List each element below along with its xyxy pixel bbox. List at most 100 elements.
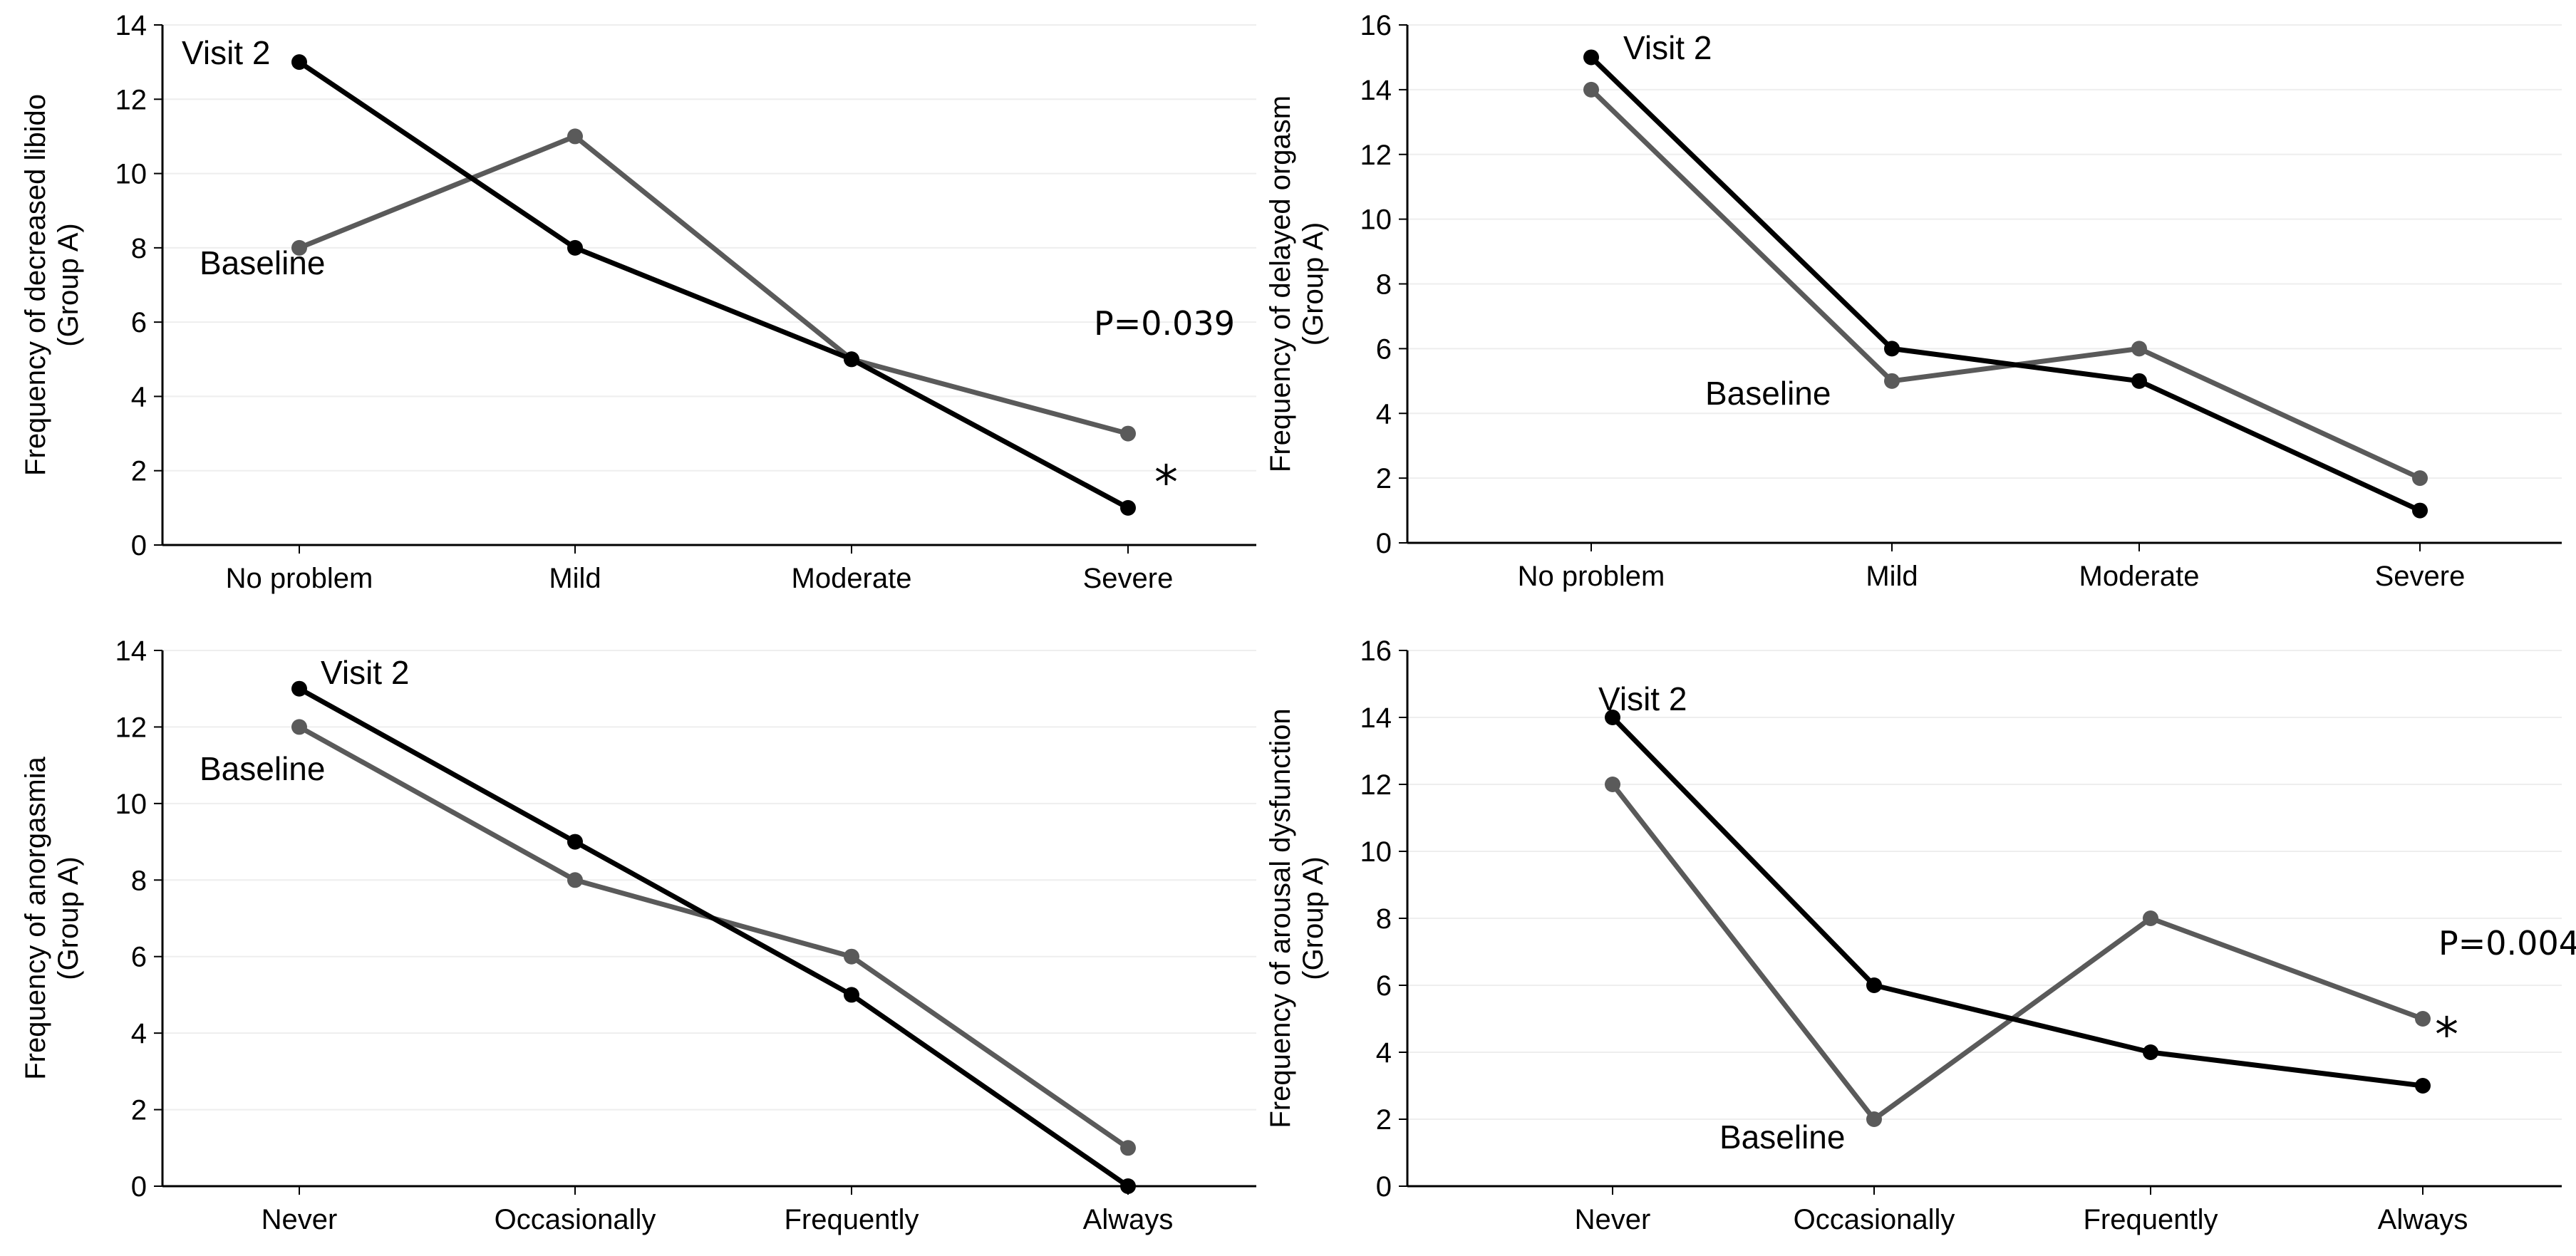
series-line-visit2 xyxy=(1588,54,2423,514)
x-tick-label: Occasionally xyxy=(495,1204,656,1235)
x-tick-label: Mild xyxy=(549,563,601,594)
x-tick-label: Moderate xyxy=(2079,561,2200,592)
series-label-baseline: Baseline xyxy=(1719,1119,1845,1156)
y-tick-label: 2 xyxy=(1376,1104,1392,1136)
y-axis-label-line: Frequency of delayed orgasm xyxy=(1265,95,1296,472)
y-tick-label: 8 xyxy=(131,233,147,264)
y-tick-label: 0 xyxy=(131,530,147,561)
y-tick-label: 0 xyxy=(131,1171,147,1203)
data-point-baseline xyxy=(844,948,859,965)
data-point-baseline xyxy=(2415,1011,2431,1027)
y-tick-label: 4 xyxy=(1376,398,1392,430)
chart-panel-arousal: 0 2 4 6 8 10 12 14 16 Never Occasionally Frequently… xyxy=(1265,635,2576,1235)
x-tick-label: Severe xyxy=(1083,563,1174,594)
data-point-visit2 xyxy=(1866,977,1882,993)
x-tick-label: Moderate xyxy=(792,563,912,594)
x-tick-label: Frequently xyxy=(2084,1204,2218,1235)
series-line-visit2 xyxy=(296,686,1131,1189)
y-tick-label: 8 xyxy=(1376,903,1392,935)
y-tick-label: 0 xyxy=(1376,1171,1392,1203)
y-axis-label-line: Frequency of anorgasmia xyxy=(20,756,51,1079)
series-label-visit2: Visit 2 xyxy=(1623,29,1712,66)
series-line-visit2 xyxy=(296,59,1131,511)
y-tick-label: 6 xyxy=(1376,970,1392,1002)
significance-marker: * xyxy=(2435,1007,2458,1062)
data-point-visit2 xyxy=(1884,341,1900,357)
data-point-baseline xyxy=(2131,341,2147,357)
data-point-visit2 xyxy=(291,680,307,697)
series-label-baseline: Baseline xyxy=(200,750,325,787)
series-label-baseline: Baseline xyxy=(200,244,325,281)
y-tick-label: 4 xyxy=(131,1018,147,1049)
y-axis-label: Frequency of arousal dysfunction(Group A… xyxy=(1265,708,1329,1128)
data-point-baseline xyxy=(1884,373,1900,389)
series-line-visit2 xyxy=(1610,715,2426,1089)
series-label-baseline: Baseline xyxy=(1705,375,1831,412)
data-point-visit2 xyxy=(1120,1178,1136,1194)
data-point-baseline xyxy=(1120,1140,1136,1156)
data-point-baseline xyxy=(567,872,583,888)
data-point-baseline xyxy=(567,128,583,145)
y-axis-label-line: Frequency of arousal dysfunction xyxy=(1265,708,1296,1128)
data-point-baseline xyxy=(291,719,307,735)
y-axis-label: Frequency of anorgasmia(Group A) xyxy=(20,756,84,1079)
data-point-visit2 xyxy=(567,834,583,850)
data-point-baseline xyxy=(291,239,307,256)
y-tick-label: 14 xyxy=(115,10,148,41)
y-axis-label-line: (Group A) xyxy=(53,856,84,980)
y-tick-label: 16 xyxy=(1360,10,1392,41)
data-point-baseline xyxy=(1866,1111,1882,1127)
x-tick-label: No problem xyxy=(1518,561,1665,592)
x-tick-label: Severe xyxy=(2375,561,2466,592)
x-tick-label: No problem xyxy=(226,563,373,594)
data-point-visit2 xyxy=(2412,502,2428,519)
chart-panel-anorgasmia: 0 2 4 6 8 10 12 14 Never Occasionally Frequently Al… xyxy=(20,635,1256,1235)
chart-panel-libido: 0 2 4 6 8 10 12 14 No problem Mild Moderate Severe F… xyxy=(20,10,1256,594)
y-axis-label-line: (Group A) xyxy=(1298,856,1329,980)
p-value-label: P=0.004 xyxy=(2438,924,2576,962)
y-axis-label: Frequency of decreased libido(Group A) xyxy=(20,94,84,476)
y-tick-label: 12 xyxy=(115,712,148,743)
p-value-label: P=0.039 xyxy=(1094,304,1235,343)
data-point-visit2 xyxy=(1583,49,1599,66)
x-tick-label: Frequently xyxy=(785,1204,919,1235)
series-line-baseline xyxy=(296,724,1131,1151)
y-axis-label-line: Frequency of decreased libido xyxy=(20,94,51,476)
series-label-visit2: Visit 2 xyxy=(182,34,270,71)
y-tick-label: 14 xyxy=(115,635,148,667)
data-point-baseline xyxy=(1120,425,1136,442)
x-tick-label: Occasionally xyxy=(1794,1204,1955,1235)
data-point-visit2 xyxy=(2415,1078,2431,1094)
y-tick-label: 6 xyxy=(131,942,147,973)
data-point-baseline xyxy=(1605,777,1620,792)
y-tick-label: 8 xyxy=(1376,269,1392,301)
data-point-visit2 xyxy=(844,351,859,368)
y-axis-label: Frequency of delayed orgasm(Group A) xyxy=(1265,95,1329,472)
data-point-baseline xyxy=(2143,910,2158,926)
chart-panel-orgasm: 0 2 4 6 8 10 12 14 16 No problem Mild Moderate Sever… xyxy=(1265,10,2562,592)
y-tick-label: 10 xyxy=(115,789,148,820)
y-tick-label: 4 xyxy=(131,381,147,412)
y-tick-label: 12 xyxy=(1360,140,1392,171)
y-tick-label: 14 xyxy=(1360,702,1392,734)
series-line-baseline xyxy=(296,133,1131,437)
series-label-visit2: Visit 2 xyxy=(1598,680,1687,717)
y-tick-label: 12 xyxy=(1360,769,1392,801)
x-tick-label: Always xyxy=(1083,1204,1174,1235)
data-point-visit2 xyxy=(1120,499,1136,516)
y-tick-label: 4 xyxy=(1376,1037,1392,1069)
y-axis-label-line: (Group A) xyxy=(1298,222,1329,346)
data-point-baseline xyxy=(2412,470,2428,487)
data-point-visit2 xyxy=(844,987,859,1003)
data-point-visit2 xyxy=(2143,1044,2158,1060)
data-point-visit2 xyxy=(291,54,307,71)
y-tick-label: 12 xyxy=(115,84,148,115)
x-tick-label: Never xyxy=(1575,1204,1651,1235)
x-tick-label: Always xyxy=(2378,1204,2468,1235)
data-point-visit2 xyxy=(567,239,583,256)
significance-marker: * xyxy=(1154,455,1178,510)
x-tick-label: Never xyxy=(262,1204,338,1235)
data-point-visit2 xyxy=(1605,710,1620,725)
y-tick-label: 8 xyxy=(131,865,147,896)
